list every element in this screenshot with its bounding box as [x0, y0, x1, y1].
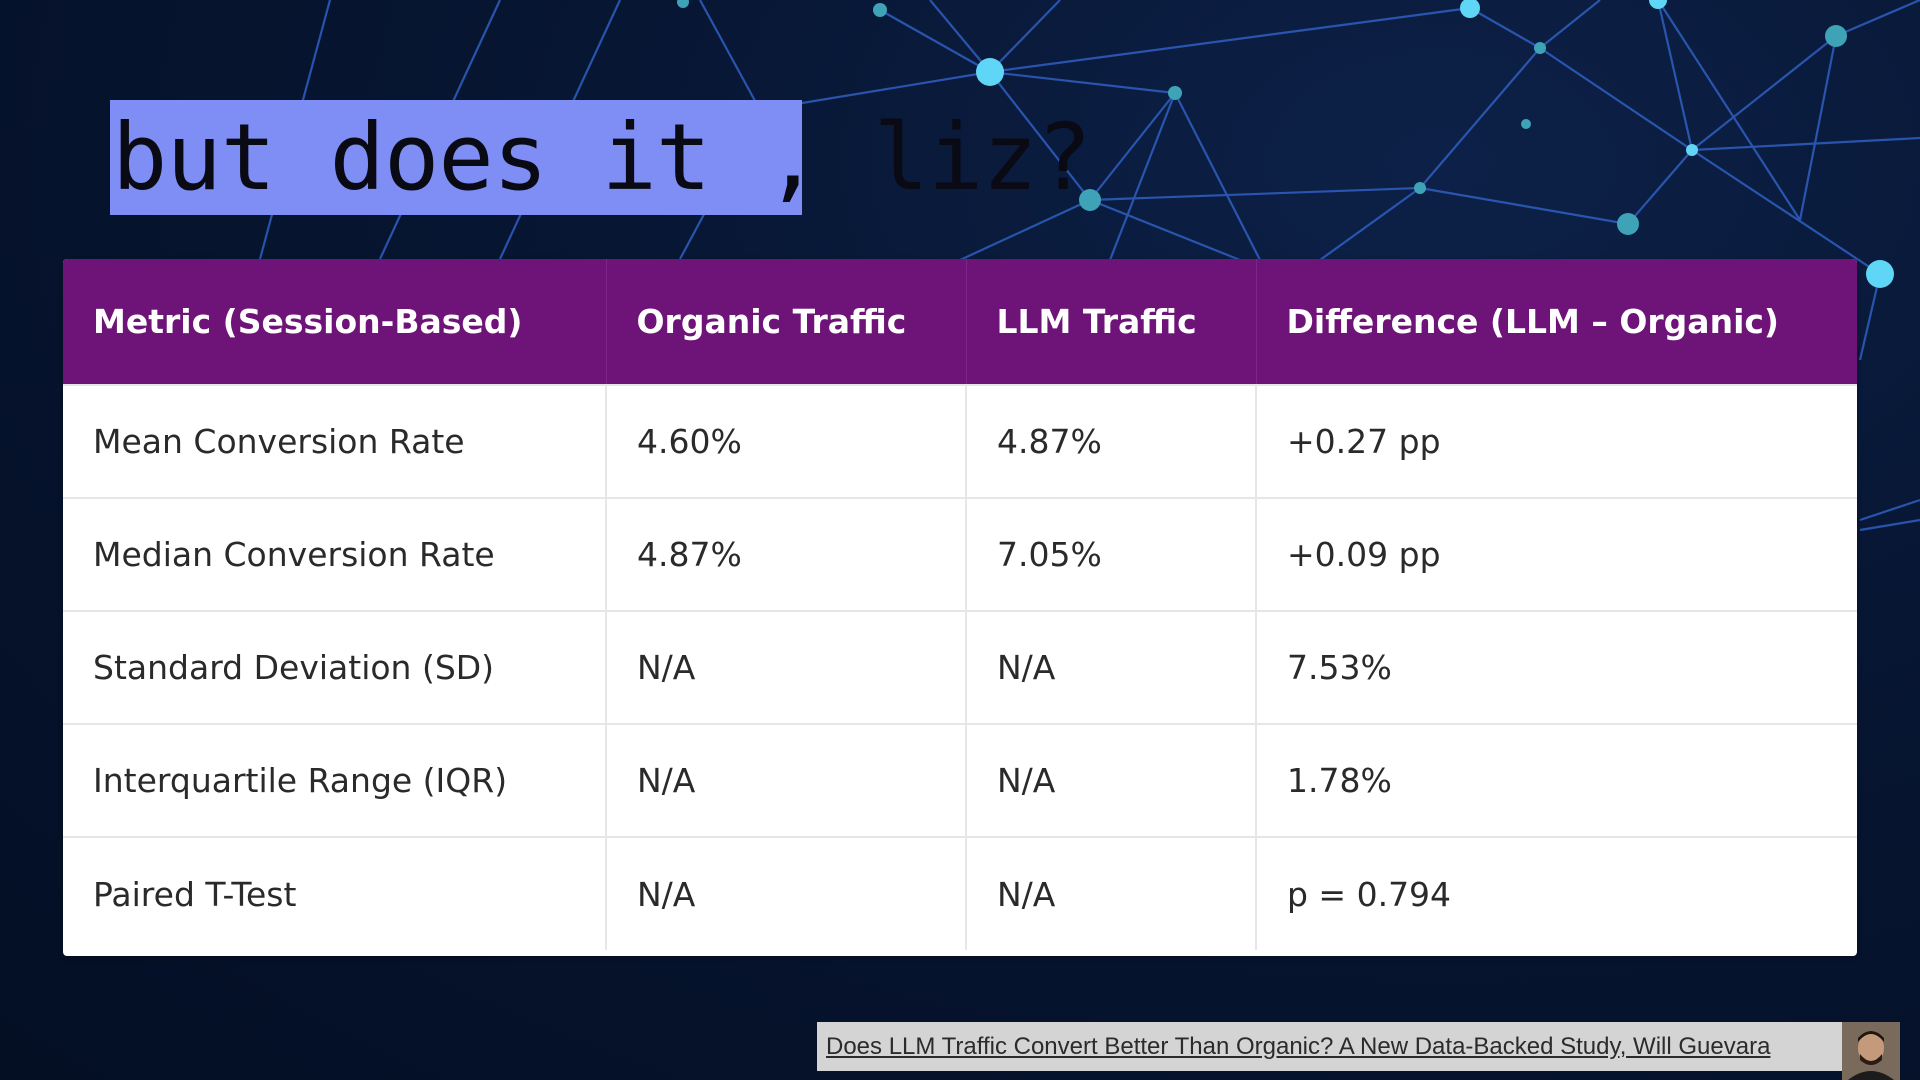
table-row: Mean Conversion Rate 4.60% 4.87% +0.27 p… — [63, 385, 1857, 498]
presenter-avatar-icon — [1842, 1022, 1900, 1080]
cell-organic: N/A — [606, 611, 967, 724]
cell-metric: Mean Conversion Rate — [63, 385, 607, 498]
cell-llm: N/A — [966, 611, 1257, 724]
cell-difference: +0.27 pp — [1287, 422, 1441, 461]
table-header-row: Metric (Session-Based) Organic Traffic L… — [63, 259, 1857, 385]
cell-organic: 4.60% — [606, 385, 967, 498]
source-link[interactable]: Does LLM Traffic Convert Better Than Org… — [826, 1032, 1771, 1060]
cell-difference: +0.09 pp — [1287, 535, 1441, 574]
header-organic: Organic Traffic — [606, 259, 967, 385]
cell-difference: p = 0.794 — [1287, 874, 1452, 914]
source-caption: Does LLM Traffic Convert Better Than Org… — [817, 1022, 1842, 1071]
table-row: Median Conversion Rate 4.87% 7.05% +0.09… — [63, 498, 1857, 611]
header-difference: Difference (LLM – Organic) — [1286, 302, 1780, 341]
cell-llm: N/A — [966, 837, 1257, 950]
comparison-table-card: Metric (Session-Based) Organic Traffic L… — [63, 259, 1857, 956]
cell-metric: Interquartile Range (IQR) — [63, 724, 607, 837]
header-metric: Metric (Session-Based) — [63, 259, 607, 385]
cell-llm: 7.05% — [966, 498, 1257, 611]
cell-metric: Median Conversion Rate — [63, 498, 607, 611]
comparison-table: Metric (Session-Based) Organic Traffic L… — [63, 259, 1857, 950]
table-row: Paired T-Test N/A N/A p = 0.794 — [63, 837, 1857, 950]
cell-difference: 7.53% — [1287, 648, 1392, 687]
avatar-icon — [1842, 1022, 1900, 1080]
cell-difference: 1.78% — [1287, 761, 1392, 800]
cell-organic: 4.87% — [606, 498, 967, 611]
cell-llm: 4.87% — [966, 385, 1257, 498]
cell-llm: N/A — [966, 724, 1257, 837]
slide-title: but does it , liz? — [112, 103, 1092, 211]
cell-metric: Standard Deviation (SD) — [63, 611, 607, 724]
cell-organic: N/A — [606, 724, 967, 837]
title-highlight: but does it , liz? — [110, 100, 1092, 215]
cell-metric: Paired T-Test — [63, 837, 607, 950]
table-row: Standard Deviation (SD) N/A N/A 7.53% — [63, 611, 1857, 724]
table-row: Interquartile Range (IQR) N/A N/A 1.78% — [63, 724, 1857, 837]
cell-organic: N/A — [606, 837, 967, 950]
header-llm: LLM Traffic — [966, 259, 1257, 385]
